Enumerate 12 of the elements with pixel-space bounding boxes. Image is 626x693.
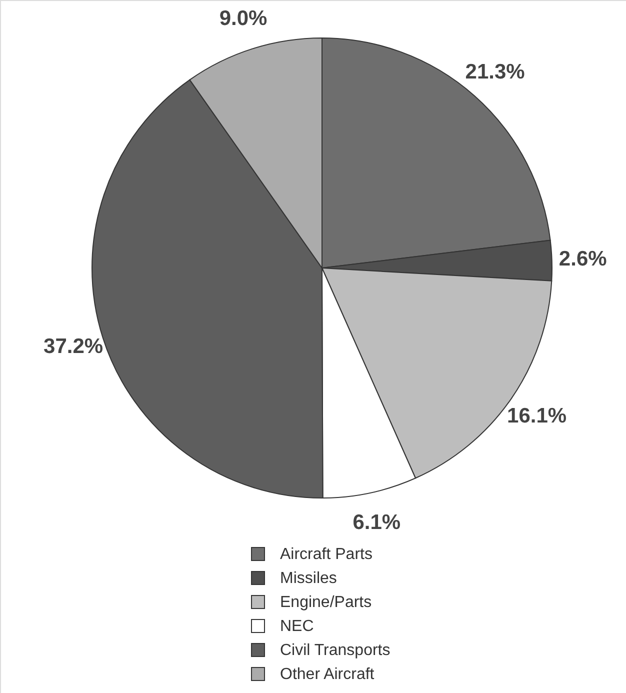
data-label: 9.0% bbox=[219, 7, 268, 30]
data-label: 21.3% bbox=[465, 60, 526, 84]
legend-label: NEC bbox=[280, 618, 314, 635]
legend-label: Civil Transports bbox=[280, 642, 390, 659]
data-label: 2.6% bbox=[558, 248, 608, 271]
legend-label: Other Aircraft bbox=[280, 666, 375, 683]
legend-label: Missiles bbox=[280, 570, 337, 587]
legend-label: Engine/Parts bbox=[280, 594, 372, 611]
data-label: 6.1% bbox=[352, 511, 401, 534]
data-label: 16.1% bbox=[507, 404, 567, 428]
legend-label: Aircraft Parts bbox=[280, 546, 372, 563]
data-label: 37.2% bbox=[44, 335, 104, 358]
